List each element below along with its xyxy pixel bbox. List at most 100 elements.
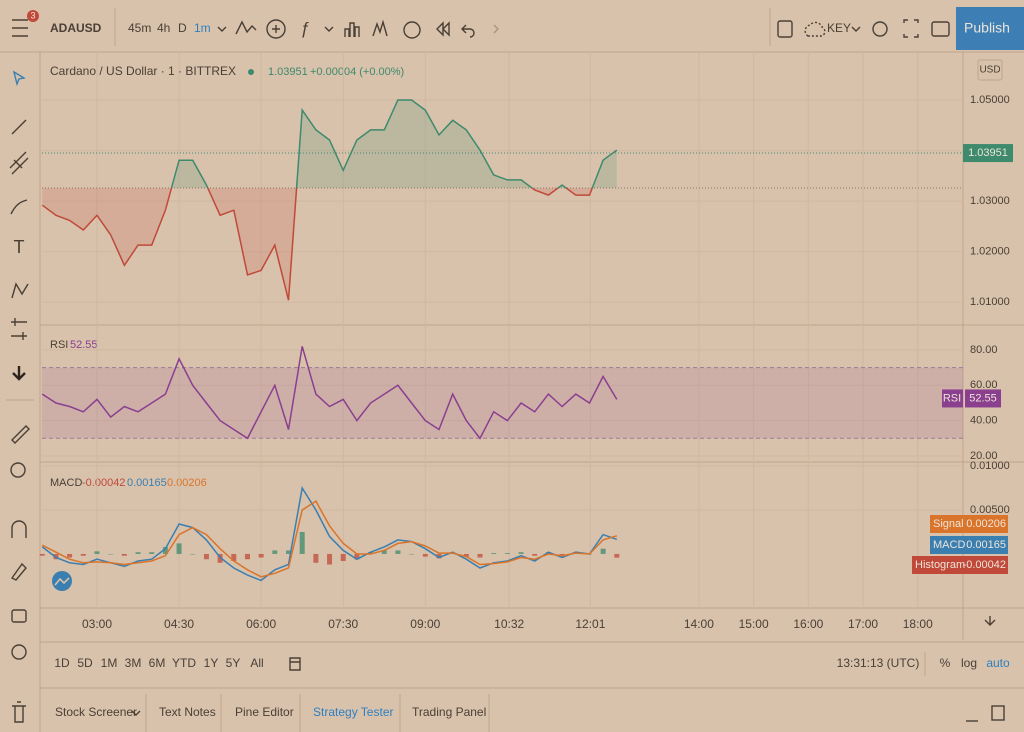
histogram-bar	[190, 553, 196, 555]
range-button[interactable]: All	[250, 656, 263, 670]
histogram-bar	[340, 553, 346, 562]
y-tick-label: 1.05000	[970, 94, 1010, 106]
hide-tool[interactable]	[12, 366, 26, 381]
histogram-bar	[354, 553, 360, 560]
undo-button[interactable]	[461, 24, 475, 38]
range-buttons: 1D 5D 1M 3M 6M YTD 1Y 5Y All	[54, 656, 263, 670]
tab-dropdown[interactable]	[131, 710, 141, 716]
fullscreen-toggle[interactable]	[777, 20, 793, 38]
y-tick-label: 1.03000	[970, 195, 1010, 207]
x-tick-label: 09:00	[410, 617, 440, 631]
histogram-bar	[80, 553, 86, 556]
range-button[interactable]: YTD	[172, 656, 196, 670]
tab[interactable]: Strategy Tester	[313, 705, 393, 719]
range-button[interactable]: 1Y	[204, 656, 219, 670]
symbol[interactable]: ADAUSD	[50, 21, 102, 35]
range-button[interactable]: 5D	[77, 656, 93, 670]
cursor-tool[interactable]	[12, 70, 26, 87]
tab[interactable]: Trading Panel	[412, 705, 486, 719]
chart-type-button[interactable]	[235, 20, 257, 35]
legend-box	[930, 536, 1008, 554]
currency-box[interactable]	[977, 59, 1003, 81]
range-button[interactable]: 6M	[149, 656, 166, 670]
interval[interactable]: D	[178, 21, 187, 35]
brush-tool[interactable]	[10, 199, 28, 215]
range-button[interactable]: 1D	[54, 656, 70, 670]
alert-button[interactable]	[403, 21, 421, 39]
trash-tool[interactable]	[12, 701, 26, 723]
interval[interactable]: 4h	[157, 21, 170, 35]
histogram-bar	[463, 553, 469, 557]
lock-tool[interactable]	[11, 609, 27, 623]
logo	[52, 571, 72, 591]
indicators-button[interactable]: ƒ	[300, 18, 309, 37]
visibility-tool[interactable]	[11, 644, 27, 660]
layout-name[interactable]: KEY	[827, 21, 851, 35]
histogram-bar	[231, 553, 237, 562]
legend-box	[930, 515, 1008, 533]
ruler-tool[interactable]	[11, 425, 30, 444]
indicator-value-box	[965, 389, 1001, 408]
menu-button[interactable]: 3	[12, 10, 39, 37]
tab[interactable]: Text Notes	[159, 705, 216, 719]
interval[interactable]: 45m	[128, 21, 151, 35]
magnet-tool[interactable]	[11, 520, 27, 538]
histogram-bar	[313, 553, 319, 563]
histogram-bar	[532, 553, 538, 556]
indicator-value-label: 52.55	[969, 392, 997, 404]
templates-button[interactable]	[344, 22, 360, 37]
redo-button	[493, 24, 499, 34]
maximize-panel[interactable]	[991, 705, 1005, 721]
macd-line	[41, 500, 618, 578]
trendline-tool[interactable]	[11, 119, 27, 135]
histogram-bar	[272, 550, 278, 554]
settings-button[interactable]	[872, 21, 888, 37]
lock-draw-tool[interactable]	[10, 562, 27, 581]
menu-icon	[12, 19, 28, 37]
axis-settings[interactable]	[984, 616, 996, 626]
compare-button[interactable]	[266, 19, 286, 39]
auto-toggle[interactable]: auto	[986, 656, 1010, 670]
log-toggle[interactable]: log	[961, 656, 977, 670]
layout-dropdown[interactable]	[851, 26, 861, 32]
zoom-tool[interactable]	[10, 462, 26, 478]
fib-tool[interactable]	[9, 151, 29, 175]
histogram-bar	[368, 552, 374, 554]
interval-dropdown[interactable]	[217, 26, 227, 32]
macd-line	[41, 485, 618, 582]
histogram-bar	[395, 550, 401, 554]
x-tick-label: 03:00	[82, 617, 112, 631]
publish-button[interactable]	[956, 7, 1024, 50]
drawing-tools: T	[6, 70, 34, 723]
legend-box	[912, 556, 1008, 574]
histogram-bar	[491, 553, 497, 554]
prediction-tool[interactable]	[11, 318, 27, 340]
text-tool[interactable]: T	[14, 237, 25, 257]
snapshot-button[interactable]	[931, 21, 950, 37]
histogram-bar	[108, 553, 114, 555]
indicators-dropdown[interactable]	[324, 26, 334, 32]
pattern-tool[interactable]	[11, 282, 29, 299]
legend-name: MACD	[933, 539, 965, 551]
compare-plus	[272, 25, 280, 33]
alert-chart-button[interactable]	[372, 19, 388, 37]
tab[interactable]: Stock Screener	[55, 705, 137, 719]
x-tick-label: 15:00	[739, 617, 769, 631]
range-button[interactable]: 5Y	[226, 656, 241, 670]
expand-button[interactable]	[903, 19, 919, 38]
replay-button[interactable]	[436, 21, 450, 37]
histogram-bar	[203, 553, 209, 560]
baseline-area	[42, 100, 617, 301]
histogram-bar	[327, 553, 333, 565]
range-button[interactable]: 1M	[101, 656, 118, 670]
indicator-name-label: RSI	[943, 392, 961, 404]
cloud-icon[interactable]	[804, 21, 826, 37]
interval-active[interactable]: 1m	[194, 21, 211, 35]
x-tick-label: 10:32	[494, 617, 524, 631]
legend-value: 0.00165	[966, 539, 1006, 551]
tab[interactable]: Pine Editor	[235, 705, 294, 719]
range-button[interactable]: 3M	[125, 656, 142, 670]
percent-toggle[interactable]: %	[940, 656, 951, 670]
goto-date[interactable]	[289, 657, 301, 671]
